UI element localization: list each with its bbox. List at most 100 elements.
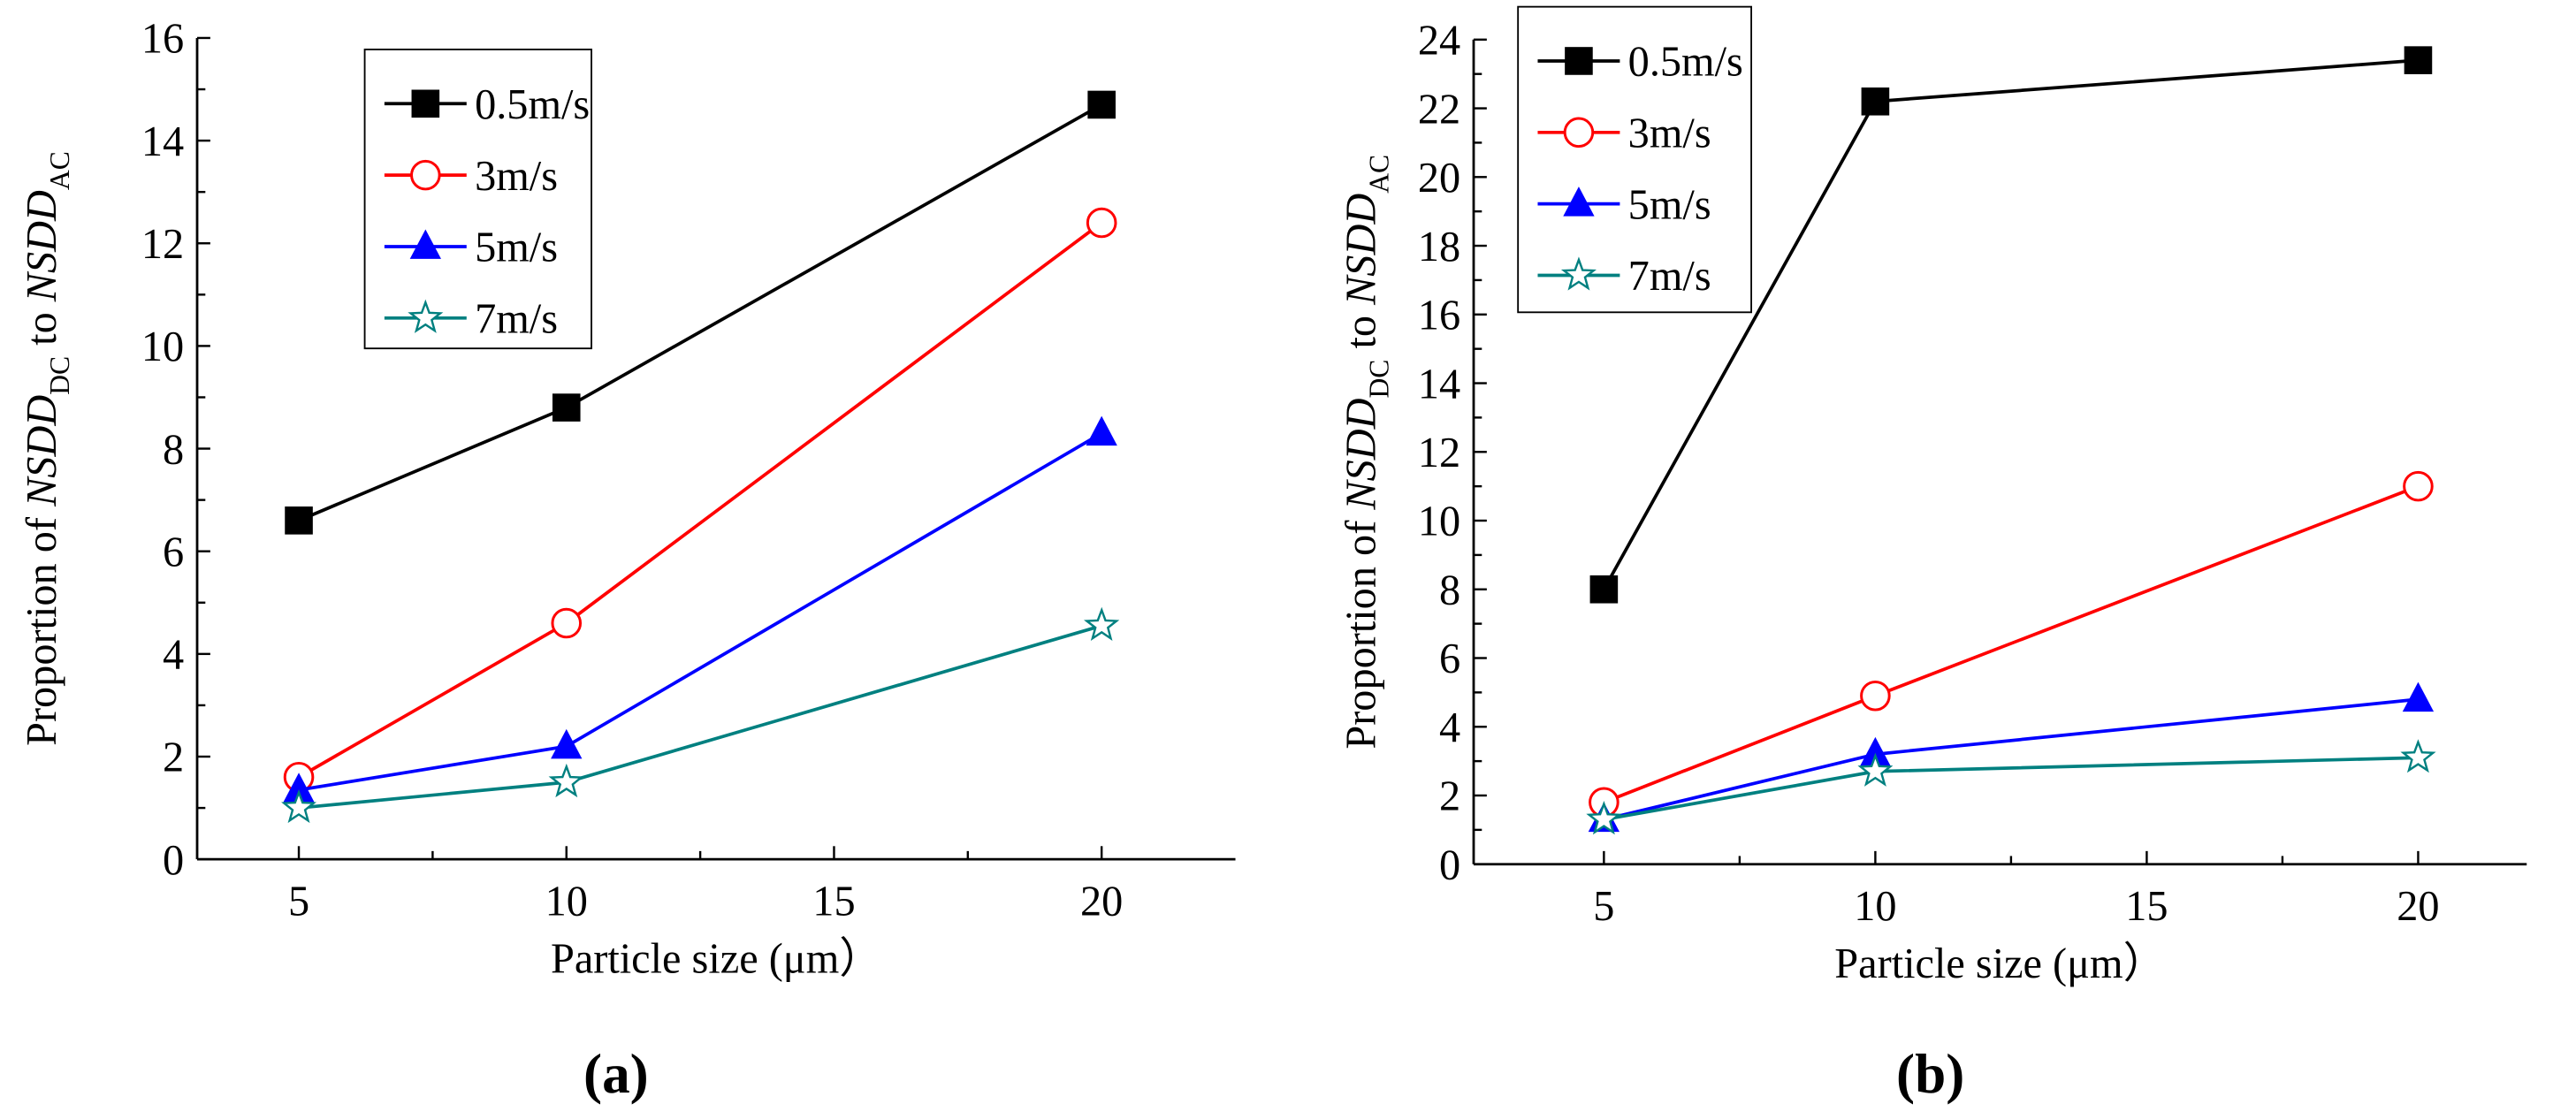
- y-tick-label: 12: [1418, 430, 1460, 476]
- y-label-prefix: Proportion of: [1338, 510, 1384, 750]
- y-tick-label: 0: [163, 837, 184, 884]
- marker-circle: [2403, 470, 2434, 502]
- y-label-var: NSDD: [19, 190, 65, 302]
- marker-circle: [1086, 207, 1117, 239]
- marker-square: [1861, 87, 1890, 116]
- marker-square: [1589, 575, 1619, 604]
- marker-square: [2404, 46, 2433, 74]
- series-0.5m/s: [285, 90, 1116, 535]
- x-tick-label: 20: [1080, 878, 1123, 925]
- legend-item: 5m/s: [384, 225, 558, 271]
- marker-triangle: [1859, 736, 1892, 767]
- panel-label: (a): [583, 1043, 649, 1105]
- x-axis-label: Particle size (μm）: [551, 935, 882, 982]
- marker-star: [1083, 606, 1120, 641]
- y-tick-label: 14: [141, 118, 184, 165]
- legend-item: 5m/s: [1537, 181, 1711, 228]
- y-label-mid: to: [1338, 305, 1384, 360]
- marker-circle: [1860, 680, 1891, 712]
- marker-star: [1857, 752, 1894, 787]
- marker-square: [552, 393, 581, 422]
- marker-triangle: [2402, 681, 2435, 712]
- x-tick-label: 15: [812, 878, 855, 925]
- y-tick-label: 20: [1418, 155, 1460, 202]
- legend: 0.5m/s 3m/s 5m/s 7m/s: [363, 49, 592, 350]
- marker-circle: [551, 607, 583, 639]
- y-label-var: NSDD: [1338, 398, 1384, 510]
- marker-triangle: [551, 728, 583, 759]
- x-tick-label: 5: [288, 878, 309, 925]
- y-axis-label: Proportion of NSDDDC to NSDDAC: [1338, 155, 1394, 750]
- marker-square: [285, 506, 313, 535]
- marker-square: [411, 89, 440, 118]
- y-tick-label: 8: [1439, 567, 1460, 613]
- marker-triangle: [1086, 415, 1117, 446]
- legend: 0.5m/s 3m/s 5m/s 7m/s: [1517, 5, 1753, 314]
- y-tick-label: 8: [163, 426, 184, 473]
- y-tick-label: 6: [1439, 636, 1460, 682]
- y-tick-label: 4: [1439, 704, 1460, 751]
- x-tick-label: 5: [1593, 883, 1614, 930]
- marker-triangle: [409, 229, 441, 259]
- y-tick-label: 10: [1418, 499, 1460, 545]
- legend-label: 5m/s: [475, 225, 558, 271]
- series-7m/s: [281, 606, 1120, 824]
- legend-item: 3m/s: [1537, 110, 1711, 157]
- y-label-sub: DC: [44, 356, 75, 395]
- series-7m/s: [1586, 739, 2436, 835]
- x-tick-label: 15: [2125, 883, 2168, 930]
- marker-circle: [1563, 117, 1595, 148]
- chart-panel-a: 0 2 4 6 8 10 12 14 16 5 10 15 20 Particle size (μm） Pr…: [19, 16, 1236, 1105]
- y-tick-label: 18: [1418, 224, 1460, 270]
- marker-star: [408, 299, 444, 333]
- series-line: [298, 431, 1103, 792]
- y-tick-label: 2: [163, 735, 184, 781]
- y-label-mid: to: [19, 301, 65, 356]
- y-tick-label: 2: [1439, 773, 1460, 820]
- y-tick-label: 16: [141, 16, 184, 63]
- y-tick-label: 6: [163, 529, 184, 575]
- legend-label: 7m/s: [1628, 253, 1711, 300]
- series-5m/s: [1588, 681, 2435, 833]
- marker-triangle: [1563, 186, 1595, 217]
- x-tick-label: 10: [545, 878, 588, 925]
- series-line: [298, 624, 1102, 810]
- marker-star: [1560, 256, 1597, 291]
- y-label-var: NSDD: [19, 395, 65, 507]
- marker-square: [1087, 90, 1116, 119]
- legend-box: [1517, 5, 1753, 314]
- legend-box: [363, 49, 592, 350]
- legend-label: 3m/s: [1628, 110, 1711, 157]
- marker-star: [548, 763, 584, 798]
- y-label-sub: AC: [1363, 155, 1394, 194]
- series-line: [1603, 484, 2420, 804]
- legend-item: 3m/s: [384, 153, 558, 200]
- y-label-var: NSDD: [1338, 194, 1384, 306]
- y-tick-label: 10: [141, 324, 184, 370]
- y-label-sub: DC: [1363, 360, 1394, 399]
- marker-circle: [410, 159, 441, 191]
- series-3m/s: [283, 207, 1117, 793]
- x-tick-label: 10: [1854, 883, 1896, 930]
- panel-label: (b): [1896, 1043, 1964, 1105]
- series-3m/s: [1589, 470, 2434, 818]
- y-tick-label: 14: [1418, 361, 1460, 407]
- legend-label: 7m/s: [475, 296, 558, 343]
- marker-triangle: [283, 773, 315, 803]
- series-0.5m/s: [1589, 46, 2433, 604]
- y-tick-label: 24: [1418, 18, 1460, 65]
- legend-item: 0.5m/s: [1537, 39, 1743, 86]
- legend-label: 5m/s: [1628, 181, 1711, 228]
- y-tick-label: 4: [163, 632, 184, 679]
- y-label-sub: AC: [44, 151, 75, 190]
- y-tick-label: 0: [1439, 841, 1460, 888]
- y-label-prefix: Proportion of: [19, 506, 65, 746]
- marker-star: [281, 789, 317, 824]
- x-tick-label: 20: [2397, 883, 2439, 930]
- legend-label: 3m/s: [475, 153, 558, 200]
- legend-item: 0.5m/s: [384, 81, 590, 128]
- legend-item: 7m/s: [384, 296, 558, 343]
- y-tick-label: 22: [1418, 86, 1460, 133]
